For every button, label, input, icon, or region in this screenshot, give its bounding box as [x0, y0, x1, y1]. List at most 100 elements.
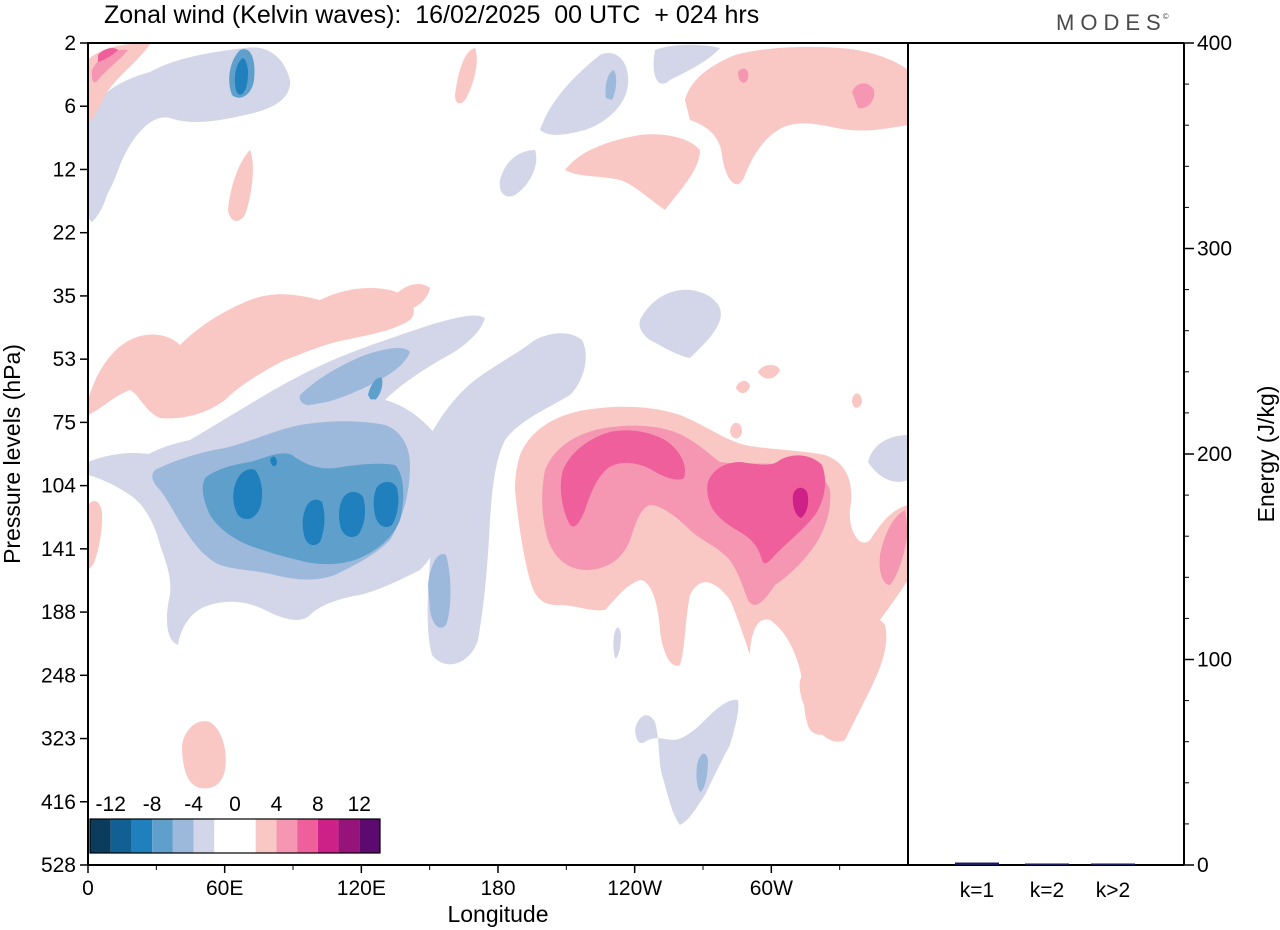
energy-axis-ticks: 0 100 200 300 400: [1184, 32, 1232, 877]
y-tick-label: 416: [41, 791, 76, 814]
x-tick-label: 120E: [337, 877, 386, 900]
brand-mark: ©: [1162, 12, 1169, 21]
pos-region-upper-west-2: [91, 49, 128, 83]
neg-region-upper-right: [653, 44, 720, 84]
energy-tick-label: 100: [1197, 649, 1232, 672]
y-tick-label: 12: [53, 158, 76, 181]
pos-region-mid-west: [88, 288, 414, 419]
neg-region-core-c: [339, 491, 366, 537]
neg-region-core-d: [373, 481, 399, 527]
y-tick-label: 22: [53, 222, 76, 245]
pos-region-mid-east-small: [736, 380, 750, 394]
neg-region-upper-mid: [540, 53, 629, 135]
pos-region-mid-east-small-3: [852, 393, 862, 408]
energy-bar: [1025, 863, 1069, 865]
pos-region-mid-small-4: [730, 422, 742, 439]
colorbar-swatch: [317, 819, 339, 853]
x-axis-title: Longitude: [447, 901, 548, 927]
neg-region-lower-small-2: [464, 544, 477, 578]
colorbar-label: 0: [229, 793, 241, 816]
pos-region-upper-central: [565, 134, 700, 210]
chart-title: Zonal wind (Kelvin waves): 16/02/2025 00…: [104, 1, 760, 29]
neg-region-east-edge: [868, 435, 908, 482]
y-axis-ticks: 2 6 12 22 35 53 75 104 141 188 248 323 416 528: [41, 32, 88, 877]
pos-region-core: [792, 487, 809, 518]
y-axis-title: Pressure levels (hPa): [0, 344, 25, 564]
colorbar-swatch: [235, 819, 256, 853]
colorbar-swatch: [110, 819, 132, 853]
neg-region-central-column: [420, 333, 586, 665]
colorbar-swatch: [338, 819, 360, 853]
y-tick-label: 6: [64, 95, 76, 118]
pos-region-mid-west-2: [395, 284, 430, 312]
pos-region-lower-east-2: [879, 510, 908, 585]
x-tick-label: 60E: [206, 877, 243, 900]
colorbar: [89, 818, 381, 854]
x-tick-label: 0: [82, 877, 94, 900]
colorbar-swatch: [359, 819, 380, 853]
colorbar-label: 4: [271, 793, 283, 816]
neg-region-lower-west-small: [88, 173, 110, 222]
neg-region-core-e: [270, 456, 277, 467]
neg-region-mid-band-2: [299, 348, 410, 406]
pos-region-west-edge: [88, 500, 103, 570]
energy-bar: [1091, 863, 1135, 865]
colorbar-swatch: [297, 819, 318, 853]
pos-region-surface-west: [182, 721, 226, 789]
energy-category-label: k=2: [1030, 879, 1064, 902]
heatmap-field: [88, 43, 908, 865]
y-tick-label: 35: [53, 285, 76, 308]
pos-region-upper-12: [228, 150, 253, 222]
neg-region-upper-mid-core: [605, 70, 617, 100]
energy-bars: [955, 862, 1135, 865]
colorbar-swatch: [276, 819, 298, 853]
colorbar-labels: -12 -8 -4 0 4 8 12: [96, 793, 371, 816]
energy-tick-label: 0: [1197, 854, 1209, 877]
y-tick-label: 2: [64, 32, 76, 55]
y-tick-label: 248: [41, 664, 76, 687]
pos-region-mid-east-small-2: [758, 364, 780, 379]
pos-region-upper-west-3: [98, 47, 118, 62]
y-tick-label: 104: [41, 475, 76, 498]
colorbar-label: -8: [143, 793, 162, 816]
neg-region-core-a: [233, 469, 263, 520]
colorbar-label: 8: [312, 793, 324, 816]
energy-categories: k=1 k=2 k>2: [960, 879, 1130, 902]
pos-region-main-east-4: [707, 455, 826, 564]
y-tick-label: 141: [41, 538, 76, 561]
colorbar-swatch: [90, 819, 111, 853]
colorbar-swatch: [214, 819, 235, 853]
x-tick-label: 120W: [607, 877, 662, 900]
neg-region-mid-right: [639, 289, 721, 358]
x-axis-ticks: 0 60E 120E 180 120W 60W: [82, 865, 841, 900]
colorbar-label: -12: [96, 793, 126, 816]
y-tick-label: 53: [53, 348, 76, 371]
pos-region-lower-east: [799, 616, 887, 742]
energy-axis-title: Energy (J/kg): [1253, 386, 1279, 523]
neg-region-core-b: [302, 499, 325, 546]
neg-region-upper-12: [499, 150, 537, 197]
y-tick-label: 528: [41, 854, 76, 877]
colorbar-swatch: [131, 819, 153, 853]
energy-category-label: k=1: [960, 879, 994, 902]
colorbar-label: -4: [184, 793, 203, 816]
pos-region-upper-east-3: [738, 68, 749, 83]
colorbar-swatch: [152, 819, 173, 853]
colorbar-label: 12: [348, 793, 371, 816]
neg-region-surface-east: [635, 699, 739, 825]
colorbar-swatch: [255, 819, 277, 853]
energy-category-label: k>2: [1096, 879, 1130, 902]
modes-logo: MODES©: [1056, 10, 1173, 36]
energy-tick-label: 200: [1197, 443, 1232, 466]
x-tick-label: 60W: [750, 877, 793, 900]
pos-region-main-east-3: [560, 430, 686, 527]
neg-region-mid-band-3: [368, 377, 383, 402]
brand-text: MODES: [1056, 10, 1167, 35]
y-tick-label: 75: [53, 411, 76, 434]
colorbar-swatch: [193, 819, 215, 853]
pos-region-upper-mid-small: [455, 48, 477, 104]
energy-bar: [955, 862, 999, 865]
energy-tick-label: 400: [1197, 32, 1232, 55]
y-tick-label: 188: [41, 601, 76, 624]
